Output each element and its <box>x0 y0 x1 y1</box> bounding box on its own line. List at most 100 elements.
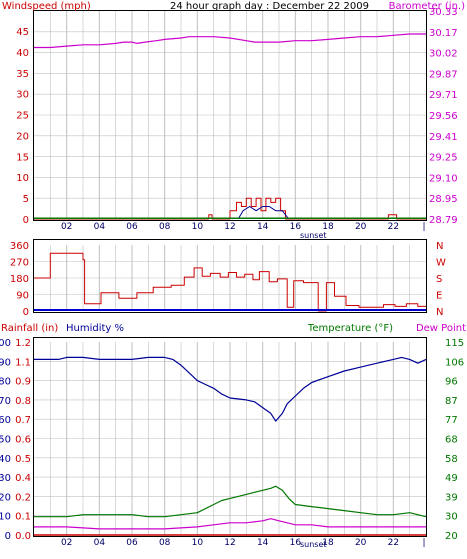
x-tick-bottom: 06 <box>126 538 138 548</box>
x-tick-bottom: 18 <box>322 538 334 548</box>
x-tick-top: 20 <box>355 222 367 232</box>
x-tick-bottom: 10 <box>192 538 204 548</box>
windspeed-tick: 30 <box>16 90 29 101</box>
wind-direction-line <box>34 252 426 312</box>
compass-tick: W <box>436 258 446 269</box>
barometer-tick: 28.95 <box>429 194 458 205</box>
rainfall-tick: 0.0 <box>15 531 31 542</box>
temperature-tick: 68 <box>445 435 458 446</box>
humidity-tick: 10 <box>0 512 11 523</box>
x-tick-top: 08 <box>159 222 171 232</box>
temperature-tick: 96 <box>445 377 458 388</box>
humidity-tick: 50 <box>0 435 11 446</box>
temperature-tick: 30 <box>445 512 458 523</box>
x-tick-bottom: 04 <box>94 538 106 548</box>
windspeed-axis-label: Windspeed (mph) <box>2 1 91 12</box>
graph-title: 24 hour graph day : December 22 2009 <box>170 1 369 12</box>
windspeed-tick: 5 <box>23 194 29 205</box>
sunset-label-top: sunset <box>300 231 327 240</box>
windspeed-tick: 0 <box>23 215 29 226</box>
humidity-tick: 20 <box>0 492 11 503</box>
sunset-label-bottom: sunset <box>300 540 327 549</box>
x-tick-bottom: 16 <box>290 538 302 548</box>
barometer-tick: 30.02 <box>429 49 458 60</box>
x-tick-top: 06 <box>126 222 138 232</box>
windspeed-tick: 45 <box>16 27 29 38</box>
compass-tick: N <box>436 241 443 252</box>
temperature-tick: 106 <box>445 357 464 368</box>
x-tick-top: 12 <box>224 222 235 232</box>
dewpoint-axis-label: Dew Point <box>416 323 466 334</box>
rainfall-tick: 0.1 <box>15 512 31 523</box>
x-tick-bottom: 14 <box>257 538 269 548</box>
x-tick-bottom: 20 <box>355 538 367 548</box>
x-tick-bottom: 08 <box>159 538 171 548</box>
compass-tick: N <box>436 307 443 318</box>
x-tick-top: 22 <box>388 222 399 232</box>
x-tick-top: 02 <box>61 222 72 232</box>
temperature-tick: 58 <box>445 454 458 465</box>
humidity-line <box>34 356 427 422</box>
windspeed-tick: 25 <box>16 111 29 122</box>
rainfall-tick: 0.6 <box>15 435 31 446</box>
rainfall-tick: 0.2 <box>15 492 31 503</box>
barometer-tick: 30.17 <box>429 28 458 39</box>
grid-lines <box>34 11 426 535</box>
barometer-tick: 30.33 <box>429 7 458 18</box>
humidity-tick: 70 <box>0 396 11 407</box>
humidity-tick: 100 <box>0 338 11 349</box>
barometer-tick: 29.87 <box>429 69 458 80</box>
rainfall-tick: 0.9 <box>15 377 31 388</box>
temperature-tick: 87 <box>445 396 458 407</box>
x-tick-bottom-end: | <box>422 538 425 548</box>
barometer-tick: 28.79 <box>429 215 458 226</box>
direction-tick: 90 <box>16 291 29 302</box>
humidity-tick: 90 <box>0 357 11 368</box>
direction-tick: 180 <box>10 274 29 285</box>
series-lines <box>34 33 427 536</box>
direction-tick: 0 <box>23 307 29 318</box>
compass-tick: E <box>436 291 442 302</box>
temperature-tick: 39 <box>445 492 458 503</box>
temperature-tick: 20 <box>445 531 458 542</box>
barometer-tick: 29.71 <box>429 90 458 101</box>
humidity-axis-label: Humidity % <box>66 323 124 334</box>
humidity-tick: 80 <box>0 377 11 388</box>
rainfall-tick: 0.5 <box>15 454 31 465</box>
x-tick-top-end: | <box>422 222 425 232</box>
rainfall-axis-label: Rainfall (in) <box>1 323 58 334</box>
dewpoint-line <box>34 518 426 530</box>
humidity-tick: 40 <box>0 454 11 465</box>
windspeed-tick: 20 <box>16 131 29 142</box>
direction-tick: 270 <box>10 258 29 269</box>
barometer-tick: 29.10 <box>429 173 458 184</box>
windspeed-tick: 35 <box>16 69 29 80</box>
humidity-tick: 30 <box>0 473 11 484</box>
temperature-line <box>34 485 427 518</box>
x-tick-bottom: 02 <box>61 538 72 548</box>
windspeed-tick: 15 <box>16 152 29 163</box>
barometer-tick: 29.56 <box>429 111 458 122</box>
x-tick-top: 18 <box>322 222 334 232</box>
temperature-tick: 49 <box>445 473 458 484</box>
barometer-axis-label: Barometer (in.) <box>389 1 465 12</box>
barometer-line <box>34 33 426 49</box>
x-tick-top: 14 <box>257 222 269 232</box>
x-tick-top: 16 <box>290 222 302 232</box>
direction-tick: 360 <box>10 241 29 252</box>
temperature-tick: 77 <box>445 415 458 426</box>
humidity-tick: 60 <box>0 415 11 426</box>
temperature-axis-label: Temperature (°F) <box>307 323 393 334</box>
rainfall-tick: 0.8 <box>15 396 31 407</box>
rainfall-tick: 1.1 <box>15 357 31 368</box>
x-tick-top: 10 <box>192 222 204 232</box>
compass-tick: S <box>436 274 442 285</box>
rainfall-tick: 0.7 <box>15 415 31 426</box>
barometer-tick: 29.41 <box>429 132 458 143</box>
x-tick-top: 04 <box>94 222 106 232</box>
gust-line <box>237 206 290 220</box>
windspeed-tick: 10 <box>16 173 29 184</box>
rainfall-tick: 1.2 <box>15 338 31 349</box>
